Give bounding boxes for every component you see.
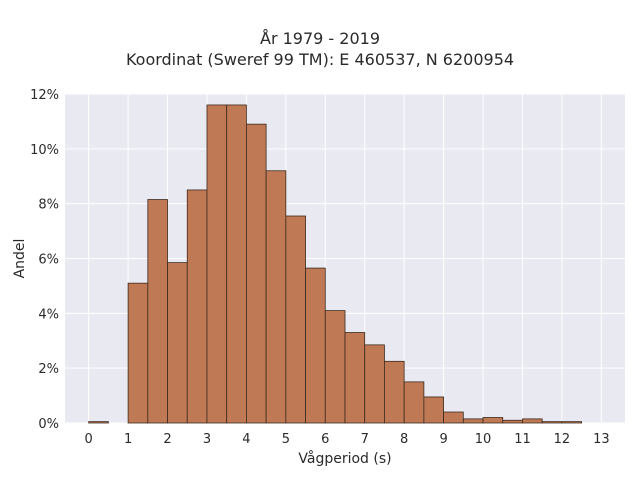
histogram-bar <box>364 344 385 424</box>
y-axis-label: Andel <box>12 239 28 279</box>
histogram-bar <box>522 418 543 424</box>
y-tick-label: 8% <box>38 198 59 213</box>
histogram-bar <box>147 199 168 424</box>
x-tick-label: 9 <box>439 432 447 447</box>
histogram-bar <box>226 104 247 424</box>
histogram-bar <box>502 419 523 424</box>
y-tick-label: 0% <box>38 417 59 432</box>
histogram-bar <box>246 123 267 424</box>
x-tick-label: 10 <box>475 432 492 447</box>
histogram-bar <box>206 104 228 424</box>
histogram-bar <box>384 360 405 424</box>
x-tick-label: 3 <box>203 432 211 447</box>
y-tick-label: 12% <box>30 88 59 103</box>
y-tick-label: 2% <box>38 362 59 377</box>
histogram-bar <box>186 189 208 424</box>
y-axis-ticks: 0% 2% 4% 6% 8% 10% 12% <box>30 88 59 432</box>
x-tick-label: 13 <box>593 432 610 447</box>
x-tick-label: 11 <box>514 432 531 447</box>
x-tick-label: 8 <box>400 432 408 447</box>
x-tick-label: 0 <box>85 432 93 447</box>
x-axis-ticks: 0 1 2 3 4 5 6 7 8 9 10 11 12 13 <box>85 432 610 447</box>
x-tick-label: 7 <box>361 432 369 447</box>
histogram-bar <box>482 417 504 424</box>
histogram-bar <box>541 421 563 424</box>
x-tick-label: 4 <box>242 432 250 447</box>
y-tick-label: 10% <box>30 143 59 158</box>
histogram-bar <box>167 262 188 424</box>
x-tick-label: 1 <box>124 432 132 447</box>
x-tick-label: 12 <box>554 432 571 447</box>
histogram-bar <box>265 170 287 424</box>
y-tick-label: 4% <box>38 307 59 322</box>
bars-group <box>88 104 583 424</box>
histogram-bar <box>462 418 484 424</box>
histogram-bar <box>88 421 109 424</box>
histogram-bar <box>127 282 149 424</box>
x-tick-label: 2 <box>163 432 171 447</box>
chart-title: År 1979 - 2019 <box>260 29 380 48</box>
histogram-bar <box>423 396 444 424</box>
histogram-bar <box>403 381 425 424</box>
x-tick-label: 5 <box>282 432 290 447</box>
histogram-bar <box>443 411 464 424</box>
histogram-bar <box>344 332 366 424</box>
histogram-bar <box>561 421 583 424</box>
histogram-bar <box>324 310 346 424</box>
x-tick-label: 6 <box>321 432 329 447</box>
histogram-bar <box>285 215 306 424</box>
histogram-bar <box>305 267 326 424</box>
y-tick-label: 6% <box>38 253 59 268</box>
chart-subtitle: Koordinat (Sweref 99 TM): E 460537, N 62… <box>125 50 515 69</box>
x-axis-label: Vågperiod (s) <box>298 450 391 467</box>
